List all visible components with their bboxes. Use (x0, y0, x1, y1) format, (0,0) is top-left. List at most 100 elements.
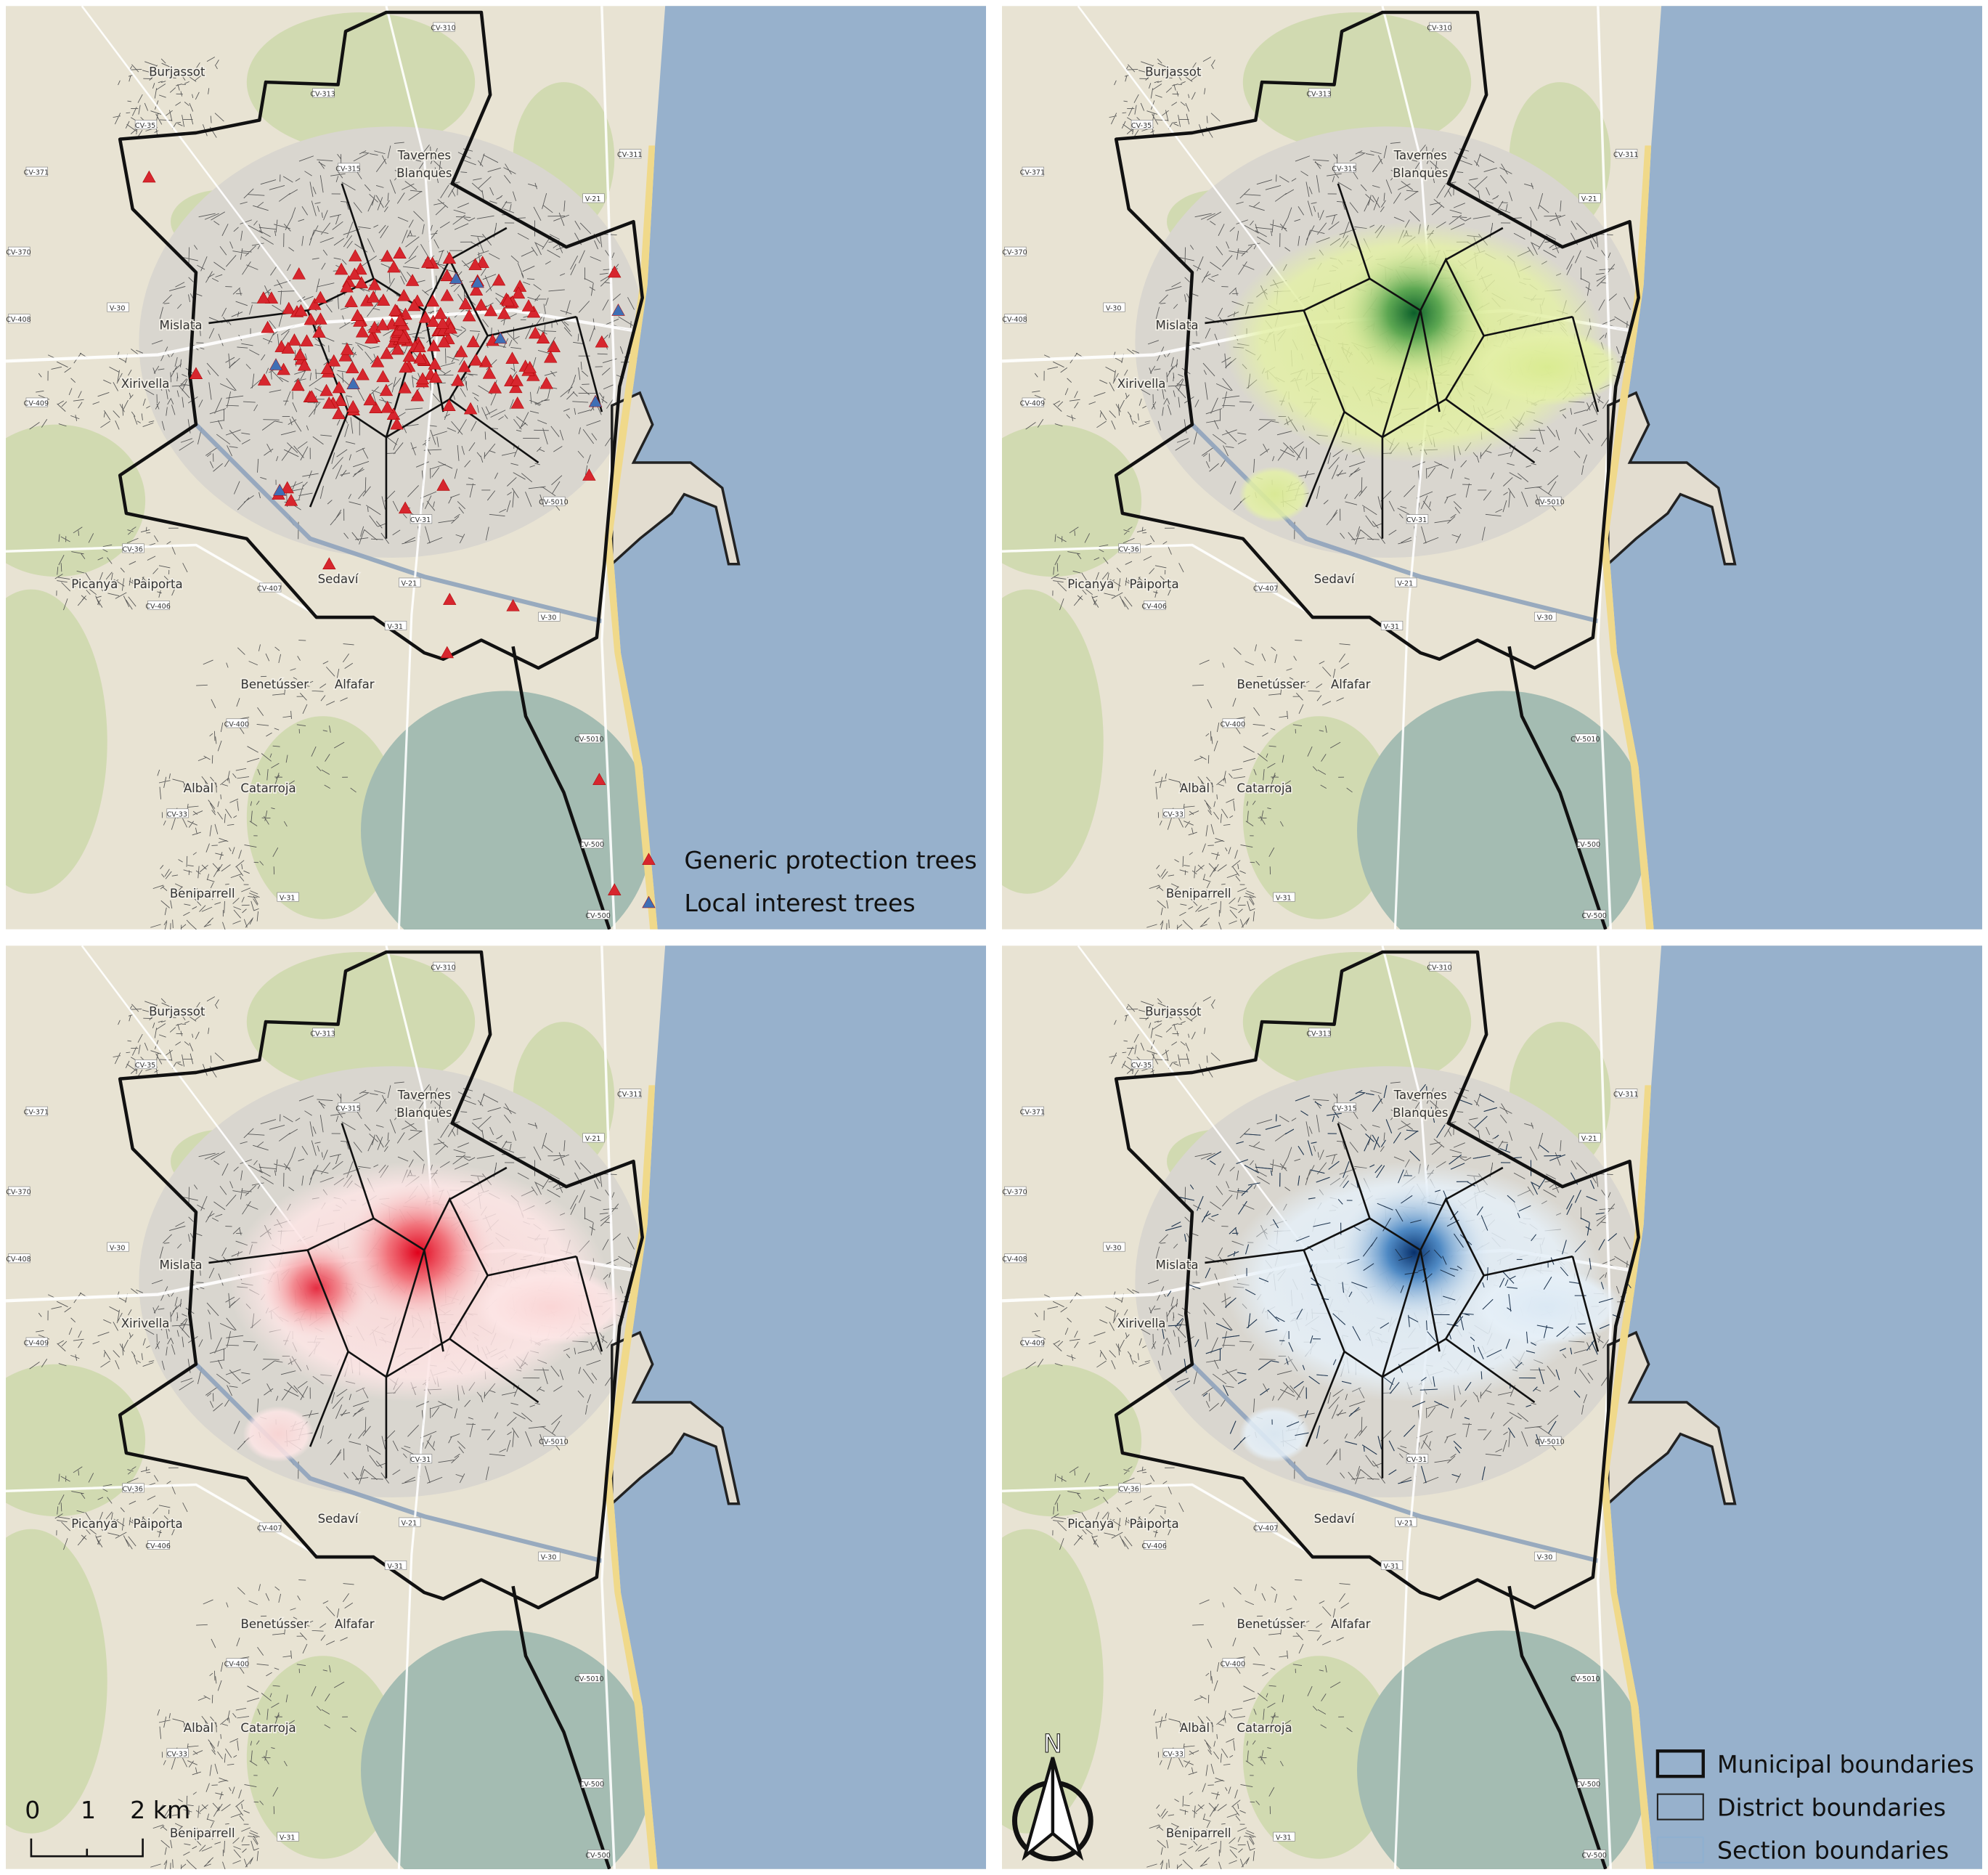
road-label: CV-370 (1002, 249, 1027, 257)
density-low (1471, 1269, 1624, 1346)
road-shield (1004, 1253, 1027, 1264)
road-label: CV-500 (579, 841, 604, 849)
road-shield (8, 1253, 30, 1264)
road-shield (1575, 1673, 1597, 1683)
place-label: Picanya (1067, 577, 1114, 591)
legend-label: Section boundaries (1717, 1837, 1949, 1865)
road-label: CV-313 (1306, 1030, 1331, 1038)
tree-marker (269, 358, 283, 370)
tree-marker (592, 773, 606, 785)
place-label: Burjassot (1145, 1004, 1202, 1018)
tree-marker (346, 377, 360, 389)
road-shield (538, 1551, 561, 1561)
legend-label: Municipal boundaries (1717, 1750, 1974, 1778)
road-shield (1380, 620, 1404, 630)
tree-marker (611, 304, 625, 316)
road-shield (1534, 1551, 1557, 1561)
tree-marker (440, 269, 454, 282)
port (611, 1330, 741, 1507)
tree-marker (523, 361, 537, 373)
density-low (1471, 329, 1624, 406)
road-label: V-21 (402, 579, 417, 587)
road-label: V-30 (110, 304, 126, 312)
tree-marker (418, 311, 433, 323)
road-shield (147, 1540, 170, 1550)
road-shield (1395, 577, 1417, 587)
road-shield (1584, 910, 1606, 920)
tree-marker (595, 335, 609, 348)
road-label: CV-500 (1581, 912, 1606, 920)
tree-marker (376, 293, 391, 306)
tree-marker (449, 272, 463, 285)
port (1607, 1330, 1737, 1507)
road-shield (1615, 1089, 1638, 1099)
district-boundaries (1205, 1123, 1600, 1479)
tree-marker (426, 314, 440, 328)
vegetation (1002, 1529, 1104, 1834)
tree-marker (463, 309, 476, 322)
tree-marker (327, 354, 341, 367)
road-label: CV-406 (1141, 1542, 1166, 1550)
road-shield (1022, 397, 1044, 407)
road-label: V-21 (1581, 195, 1597, 203)
place-label: Picanya (1067, 1517, 1114, 1531)
tree-marker (332, 381, 346, 394)
lagoon (361, 1630, 653, 1869)
tree-marker (364, 331, 378, 343)
density-low (475, 1269, 627, 1346)
municipal-boundary (118, 950, 644, 1869)
tree-marker (547, 340, 561, 352)
road-shield (581, 1778, 603, 1789)
road-label: CV-407 (257, 585, 282, 593)
road-shield (1406, 514, 1429, 524)
road-shield (1539, 1436, 1562, 1446)
place-label: Catarroja (240, 1721, 296, 1735)
vegetation (6, 589, 107, 894)
tree-marker (412, 340, 426, 353)
tree-marker (425, 294, 440, 307)
road-shield (1144, 601, 1166, 610)
tree-marker (391, 342, 404, 355)
place-label: Catarroja (1237, 1721, 1292, 1735)
tree-marker (281, 341, 295, 354)
road-shield (433, 22, 455, 32)
tree-marker (396, 330, 411, 343)
road-shield (277, 892, 299, 902)
road-label: CV-311 (617, 1091, 642, 1099)
road-shield (543, 1436, 566, 1446)
tree-marker (470, 275, 484, 288)
vegetation (6, 424, 146, 577)
road-shield (1118, 1483, 1141, 1493)
place-label: Blanques (396, 1106, 452, 1120)
road-shield (587, 1850, 610, 1860)
road-label: CV-33 (167, 810, 187, 818)
place-label: Benetússer (1237, 1617, 1305, 1631)
vegetation (246, 12, 476, 152)
density-high (1337, 243, 1491, 383)
road-shield (338, 1102, 360, 1113)
tree-marker (427, 339, 441, 351)
tree-marker (505, 351, 519, 364)
tree-marker (415, 372, 430, 385)
place-label: Tavernes (397, 149, 451, 163)
district-boundaries (208, 1123, 603, 1479)
road-shield (1406, 1454, 1429, 1464)
tree-marker (273, 484, 287, 496)
road-label: V-30 (1537, 614, 1553, 622)
road-label: CV-371 (1020, 1109, 1045, 1117)
road-shield (538, 611, 561, 622)
road-shield (1118, 543, 1141, 553)
road-label: CV-5010 (1535, 499, 1565, 507)
tree-marker (474, 298, 488, 311)
tree-marker (529, 326, 542, 339)
tree-marker (320, 362, 335, 375)
tree-marker (288, 333, 301, 346)
tree-marker (348, 267, 362, 280)
tree-marker (340, 280, 354, 293)
road-shield (134, 120, 158, 130)
road (1077, 6, 1308, 312)
tree-marker (322, 396, 336, 409)
road-shield (399, 577, 421, 587)
tree-marker (463, 402, 478, 415)
municipal-boundary (118, 10, 644, 930)
